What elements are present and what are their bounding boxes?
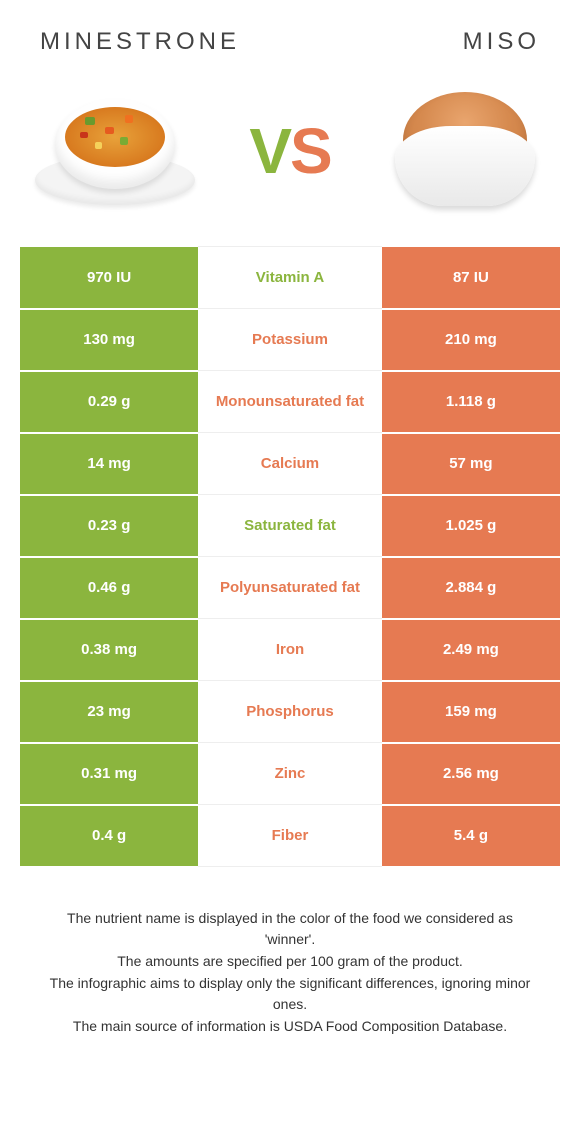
right-value: 2.884 g	[382, 557, 560, 619]
vs-v: V	[249, 115, 290, 187]
vs-s: S	[290, 115, 331, 187]
footnote-line: The infographic aims to display only the…	[40, 973, 540, 1016]
footnote-line: The main source of information is USDA F…	[40, 1016, 540, 1038]
miso-image	[380, 86, 550, 216]
nutrient-label: Vitamin A	[198, 247, 382, 309]
nutrient-row: 0.29 gMonounsaturated fat1.118 g	[20, 371, 560, 433]
nutrient-row: 0.31 mgZinc2.56 mg	[20, 743, 560, 805]
nutrient-label: Calcium	[198, 433, 382, 495]
right-value: 87 IU	[382, 247, 560, 309]
footnotes: The nutrient name is displayed in the co…	[20, 868, 560, 1038]
left-value: 0.4 g	[20, 805, 198, 867]
minestrone-image	[30, 86, 200, 216]
left-value: 0.38 mg	[20, 619, 198, 681]
nutrient-label: Fiber	[198, 805, 382, 867]
infographic-root: MINESTRONE MISO VS 970 IUVi	[0, 0, 580, 1058]
nutrient-table: 970 IUVitamin A87 IU130 mgPotassium210 m…	[20, 246, 560, 868]
footnote-line: The nutrient name is displayed in the co…	[40, 908, 540, 951]
right-value: 1.118 g	[382, 371, 560, 433]
left-value: 23 mg	[20, 681, 198, 743]
left-value: 0.31 mg	[20, 743, 198, 805]
hero-row: VS	[20, 66, 560, 246]
nutrient-table-body: 970 IUVitamin A87 IU130 mgPotassium210 m…	[20, 247, 560, 867]
right-value: 159 mg	[382, 681, 560, 743]
right-value: 2.56 mg	[382, 743, 560, 805]
left-value: 14 mg	[20, 433, 198, 495]
nutrient-label: Potassium	[198, 309, 382, 371]
nutrient-row: 14 mgCalcium57 mg	[20, 433, 560, 495]
nutrient-label: Phosphorus	[198, 681, 382, 743]
left-value: 970 IU	[20, 247, 198, 309]
right-value: 2.49 mg	[382, 619, 560, 681]
right-food-title: MISO	[463, 28, 540, 56]
right-value: 57 mg	[382, 433, 560, 495]
nutrient-row: 0.4 gFiber5.4 g	[20, 805, 560, 867]
left-value: 130 mg	[20, 309, 198, 371]
nutrient-row: 0.46 gPolyunsaturated fat2.884 g	[20, 557, 560, 619]
left-value: 0.23 g	[20, 495, 198, 557]
titles-row: MINESTRONE MISO	[20, 28, 560, 66]
nutrient-label: Iron	[198, 619, 382, 681]
nutrient-row: 0.23 gSaturated fat1.025 g	[20, 495, 560, 557]
nutrient-label: Zinc	[198, 743, 382, 805]
left-value: 0.46 g	[20, 557, 198, 619]
nutrient-row: 0.38 mgIron2.49 mg	[20, 619, 560, 681]
footnote-line: The amounts are specified per 100 gram o…	[40, 951, 540, 973]
nutrient-row: 23 mgPhosphorus159 mg	[20, 681, 560, 743]
nutrient-row: 970 IUVitamin A87 IU	[20, 247, 560, 309]
nutrient-label: Monounsaturated fat	[198, 371, 382, 433]
right-value: 210 mg	[382, 309, 560, 371]
nutrient-row: 130 mgPotassium210 mg	[20, 309, 560, 371]
left-value: 0.29 g	[20, 371, 198, 433]
nutrient-label: Saturated fat	[198, 495, 382, 557]
right-value: 1.025 g	[382, 495, 560, 557]
nutrient-label: Polyunsaturated fat	[198, 557, 382, 619]
vs-label: VS	[249, 114, 330, 188]
left-food-title: MINESTRONE	[40, 28, 240, 56]
right-value: 5.4 g	[382, 805, 560, 867]
